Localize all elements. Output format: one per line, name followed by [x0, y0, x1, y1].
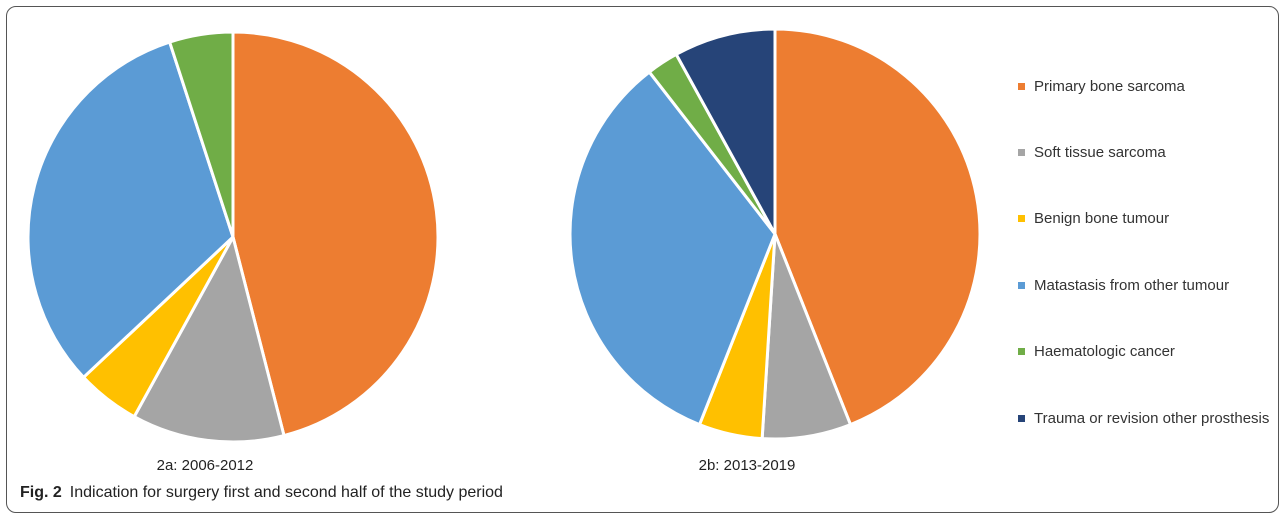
caption-text: Indication for surgery first and second … [69, 484, 503, 501]
pie-slice [568, 70, 777, 427]
pie-slice [26, 40, 235, 379]
legend-swatch [1018, 282, 1025, 289]
legend-label: Benign bone tumour [1034, 210, 1170, 227]
legend-label: Trauma or revision other prosthesis [1034, 410, 1270, 427]
legend-swatch [1018, 149, 1025, 156]
legend-label: Primary bone sarcoma [1034, 78, 1185, 95]
pie-slice [168, 30, 235, 239]
pie-slice [132, 235, 286, 444]
caption-label: Fig. 2 [20, 484, 62, 501]
pie-slice [674, 27, 777, 236]
pie-label: 2b: 2013-2019 [699, 457, 796, 474]
pie-slice [773, 27, 982, 427]
legend-label: Haematologic cancer [1034, 343, 1175, 360]
legend-swatch [1018, 215, 1025, 222]
caption: Fig. 2 Indication for surgery first and s… [20, 484, 503, 502]
legend-label: Matastasis from other tumour [1034, 277, 1230, 294]
legend-swatch [1018, 415, 1025, 422]
figure-frame [6, 6, 1279, 513]
legend-label: Soft tissue sarcoma [1034, 144, 1166, 161]
legend-entry: Trauma or revision other prosthesis [1018, 408, 1273, 429]
pie-slice [231, 30, 440, 438]
pie-label: 2a: 2006-2012 [157, 457, 254, 474]
legend-swatch [1018, 348, 1025, 355]
legend-entry: Primary bone sarcoma [1018, 76, 1273, 97]
legend-entry: Haematologic cancer [1018, 341, 1273, 362]
legend-swatch [1018, 83, 1025, 90]
legend-entry: Matastasis from other tumour [1018, 275, 1273, 296]
legend-entry: Soft tissue sarcoma [1018, 142, 1273, 163]
legend-entry: Benign bone tumour [1018, 208, 1273, 229]
